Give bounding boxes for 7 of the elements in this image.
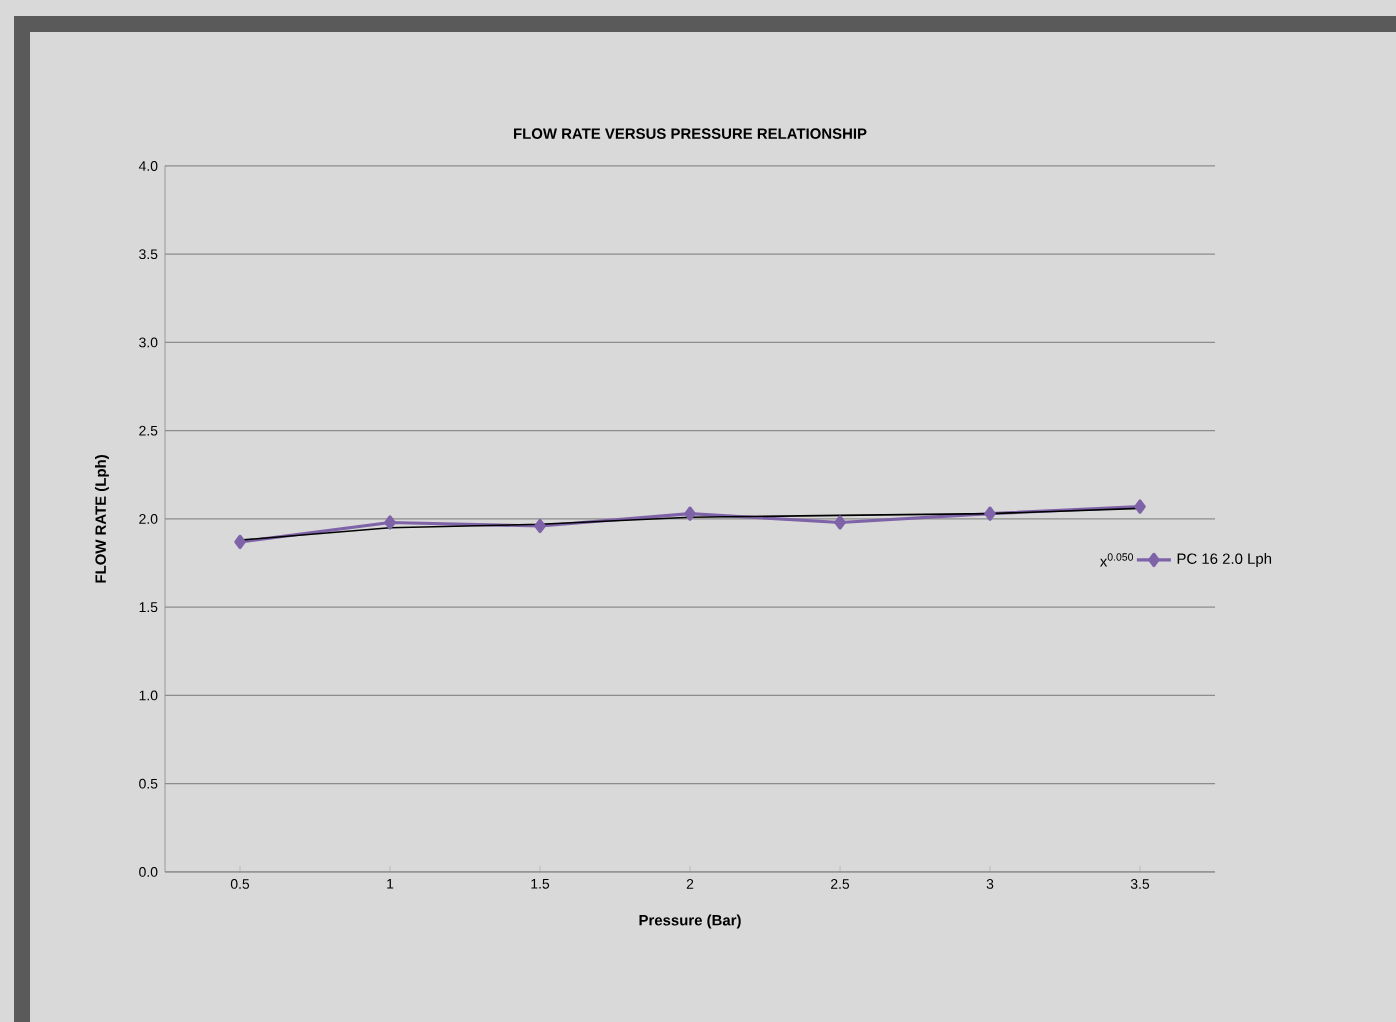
point: [534, 518, 546, 534]
point: [684, 506, 696, 521]
point: [1134, 499, 1146, 514]
point: [834, 515, 846, 530]
point: [984, 506, 996, 521]
point: [384, 515, 396, 530]
point: [234, 534, 246, 550]
